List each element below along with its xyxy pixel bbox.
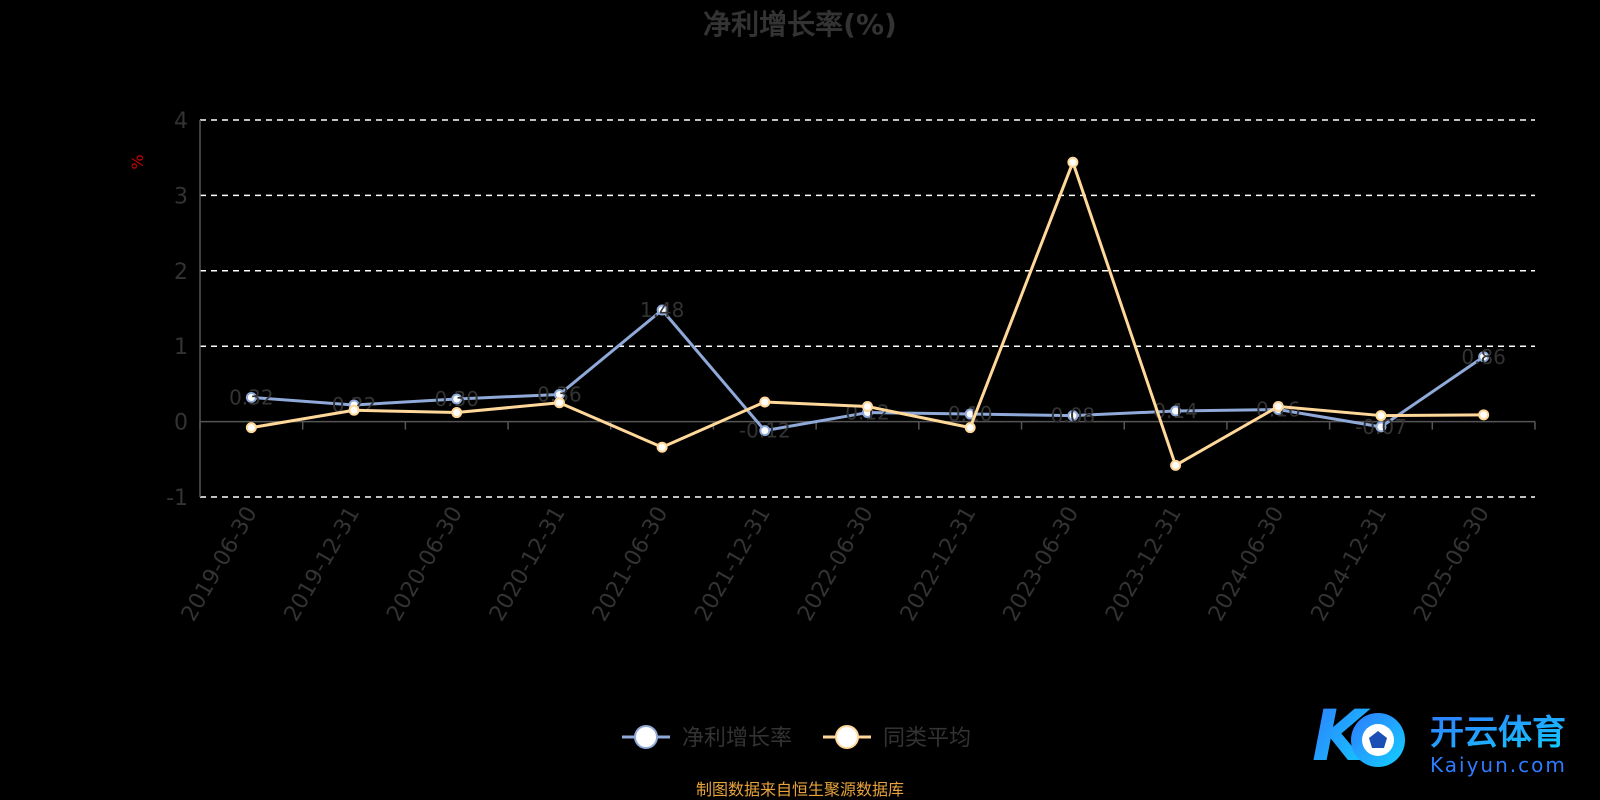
x-tick-label: 2023-06-30 bbox=[999, 503, 1085, 626]
data-point bbox=[1478, 351, 1490, 363]
y-tick-label: 0 bbox=[174, 411, 188, 436]
source-note: 制图数据来自恒生聚源数据库 bbox=[696, 780, 904, 799]
x-tick-label: 2020-06-30 bbox=[382, 503, 468, 626]
data-point bbox=[759, 425, 771, 437]
x-tick-label: 2025-06-30 bbox=[1409, 503, 1495, 626]
data-label: 0.86 bbox=[1461, 345, 1506, 369]
legend-label: 净利增长率 bbox=[682, 726, 792, 751]
y-tick-label: 4 bbox=[174, 109, 188, 134]
y-tick-label: 3 bbox=[174, 184, 188, 209]
x-tick-label: 2024-12-31 bbox=[1307, 503, 1393, 626]
y-axis-ticks: -1 0 1 2 3 4 bbox=[166, 109, 188, 511]
data-label: 1.48 bbox=[640, 298, 685, 322]
watermark-brand-cn: 开云体育 bbox=[1430, 713, 1566, 753]
data-label: -0.12 bbox=[739, 419, 791, 443]
x-axis-ticks: 2019-06-30 2019-12-31 2020-06-30 2020-12-31… bbox=[177, 503, 1495, 626]
data-point bbox=[1067, 156, 1079, 168]
series-layer: 0.320.220.300.361.48-0.120.120.100.080.1… bbox=[229, 156, 1506, 471]
data-point bbox=[1170, 459, 1182, 471]
logo-ball-pentagon-icon bbox=[1369, 731, 1387, 748]
x-tick-label: 2019-12-31 bbox=[280, 503, 366, 626]
watermark-brand-en: Kaiyun.com bbox=[1430, 753, 1567, 777]
x-tick-label: 2019-06-30 bbox=[177, 503, 263, 626]
x-tick-label: 2024-06-30 bbox=[1204, 503, 1290, 626]
data-point bbox=[245, 422, 257, 434]
data-point bbox=[1272, 401, 1284, 413]
data-point bbox=[1067, 410, 1079, 422]
data-point bbox=[1375, 410, 1387, 422]
data-point bbox=[553, 397, 565, 409]
legend-marker bbox=[835, 725, 859, 749]
legend-label: 同类平均 bbox=[883, 726, 971, 751]
data-point bbox=[964, 422, 976, 434]
data-point bbox=[451, 393, 463, 405]
x-tick-label: 2023-12-31 bbox=[1101, 503, 1187, 626]
data-point bbox=[759, 396, 771, 408]
data-label: 0.30 bbox=[434, 387, 479, 411]
watermark-logo: K 开云体育 Kaiyun.com bbox=[1312, 695, 1567, 777]
data-point bbox=[862, 401, 873, 413]
data-point bbox=[1478, 409, 1490, 421]
data-point bbox=[245, 391, 257, 403]
data-point bbox=[1375, 421, 1387, 433]
data-label: 0.10 bbox=[948, 402, 993, 426]
y-tick-label: 2 bbox=[174, 260, 188, 285]
grid-lines bbox=[200, 119, 1535, 498]
data-point bbox=[451, 407, 463, 419]
x-tick-label: 2022-12-31 bbox=[896, 503, 982, 626]
legend-marker bbox=[634, 725, 658, 749]
x-tick-label: 2022-06-30 bbox=[793, 503, 879, 626]
x-tick-label: 2021-06-30 bbox=[588, 503, 674, 626]
data-label: 0.32 bbox=[229, 385, 274, 409]
data-point bbox=[348, 404, 360, 416]
y-tick-label: -1 bbox=[166, 486, 188, 511]
axes bbox=[199, 120, 1536, 497]
y-axis-unit: % bbox=[128, 154, 147, 169]
data-point bbox=[656, 441, 668, 453]
data-label: 0.08 bbox=[1051, 404, 1096, 428]
x-tick-label: 2020-12-31 bbox=[485, 503, 571, 626]
chart-title: 净利增长率(%) bbox=[703, 8, 897, 41]
y-tick-label: 1 bbox=[174, 335, 188, 360]
data-point bbox=[1170, 405, 1182, 417]
legend: 净利增长率 同类平均 bbox=[622, 725, 971, 751]
data-point bbox=[656, 304, 668, 316]
x-tick-label: 2021-12-31 bbox=[690, 503, 776, 626]
